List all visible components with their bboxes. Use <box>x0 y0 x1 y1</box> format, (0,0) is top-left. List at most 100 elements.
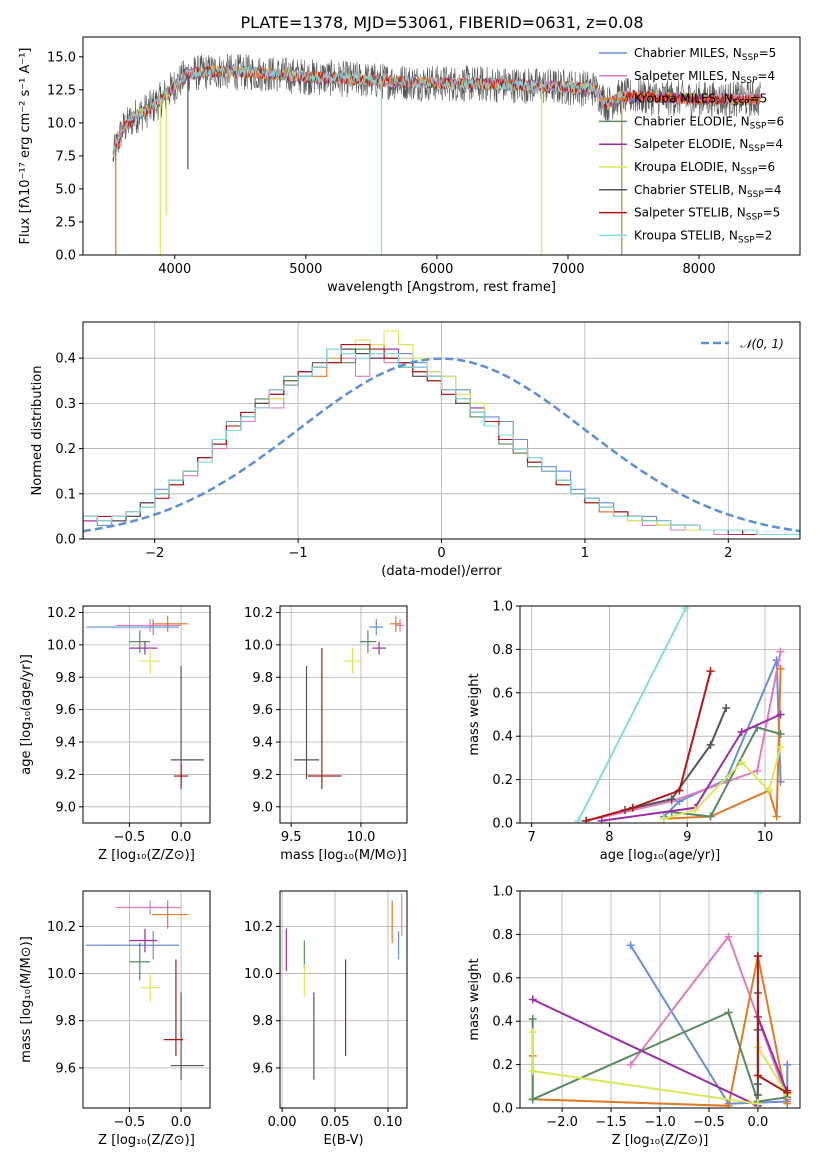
weight-marker <box>753 1080 762 1089</box>
plot-area <box>86 615 204 789</box>
y-tick-label: 0.0 <box>492 1102 513 1117</box>
weight-marker <box>706 740 715 749</box>
weight-marker <box>783 1060 792 1069</box>
y-tick-label: 9.8 <box>252 671 273 686</box>
legend-label-tail: =2 <box>755 228 773 242</box>
legend-label-tail: =6 <box>766 114 784 128</box>
legend-label-name: Salpeter STELIB, N <box>634 206 746 220</box>
x-tick-label: −1 <box>289 546 308 561</box>
y-tick-label: 0.4 <box>55 352 76 367</box>
x-axis-label: Z [log₁₀(Z/Z⊙)] <box>612 1133 709 1148</box>
weight-marker <box>528 1015 537 1024</box>
legend-label-sub: SSP <box>741 76 758 86</box>
y-axis-label: mass weight <box>467 958 482 1040</box>
y-tick-label: 2.5 <box>55 215 76 230</box>
legend-label: Salpeter MILES, NSSP=4 <box>634 69 775 86</box>
y-tick-label: 15.0 <box>47 50 76 65</box>
plot-area <box>293 615 405 789</box>
plot-area <box>574 606 785 823</box>
x-tick-label: 2 <box>724 546 732 561</box>
weight-marker <box>528 1095 537 1104</box>
weight-line-salpeter-stelib <box>585 670 712 822</box>
x-tick-label: 10 <box>757 830 774 845</box>
weight-marker <box>597 816 606 823</box>
weight-marker <box>574 816 583 823</box>
weight-marker <box>706 667 715 676</box>
legend-label: Salpeter STELIB, NSSP=5 <box>634 206 780 223</box>
legend-label-name: Salpeter ELODIE, N <box>634 137 748 151</box>
x-tick-label: 0.0 <box>171 1115 192 1130</box>
y-axis-label: Flux [fλ10⁻¹⁷ erg cm⁻² s⁻¹ A⁻¹] <box>18 48 33 245</box>
legend-label: Kroupa ELODIE, NSSP=6 <box>634 160 775 177</box>
legend-label-tail: =6 <box>757 160 775 174</box>
axes-frame <box>82 605 211 824</box>
y-tick-label: 1.0 <box>492 600 513 615</box>
x-tick-label: 7000 <box>551 262 584 277</box>
y-tick-label: 10.2 <box>244 606 273 621</box>
weight-marker <box>667 795 676 804</box>
weight-marker <box>706 812 715 821</box>
weight-marker <box>691 805 699 814</box>
x-tick-label: 8 <box>605 830 613 845</box>
weight-marker <box>626 941 635 950</box>
y-tick-label: 0.0 <box>55 533 76 548</box>
axes-frame <box>519 605 801 824</box>
legend-label-sub: SSP <box>746 213 763 223</box>
y-axis-label: age [log₁₀(age/yr)] <box>19 654 34 775</box>
y-tick-label: 0.8 <box>492 643 513 658</box>
weight-marker <box>776 647 785 656</box>
chart-age-vs-Z: −0.5 0.0 9.0 9.2 9.4 9.6 9.8 10.0 10.2 Z [log₁₀(Z… <box>19 605 211 863</box>
weight-line-kroupa-stelib <box>577 607 687 822</box>
y-tick-label: 0.2 <box>55 442 76 457</box>
x-tick-label: 5000 <box>289 262 322 277</box>
plot-area <box>285 893 403 1080</box>
weight-marker <box>737 758 746 767</box>
x-tick-label: −2 <box>145 546 164 561</box>
x-axis-label: mass [log₁₀(M/M⊙)] <box>280 848 407 863</box>
weight-marker <box>753 952 762 961</box>
gaussian-curve <box>83 357 800 533</box>
x-axis-label: E(B-V) <box>323 1133 363 1148</box>
y-tick-label: 5.0 <box>55 182 76 197</box>
weight-marker <box>722 703 731 712</box>
chart-residuals: −2 −1 0 1 2 0.0 0.1 0.2 0.3 0.4 (data-model)/error… <box>30 321 801 579</box>
x-tick-label: 9 <box>683 830 691 845</box>
legend-label: Chabrier STELIB, NSSP=4 <box>634 183 782 200</box>
weight-marker <box>776 743 785 752</box>
x-tick-label: 4000 <box>158 262 191 277</box>
y-tick-label: 10.0 <box>244 967 273 982</box>
y-axis-label: mass [log₁₀(M/M⊙)] <box>19 936 34 1063</box>
weight-marker <box>675 786 684 795</box>
weight-marker <box>626 1060 635 1069</box>
x-tick-label: 8000 <box>683 262 716 277</box>
y-tick-label: 7.5 <box>55 149 76 164</box>
spectrum-line-kroupa-stelib <box>112 65 628 157</box>
legend-label-sub: SSP <box>741 167 758 177</box>
legend-label: Salpeter ELODIE, NSSP=4 <box>634 137 783 154</box>
y-tick-label: 0.2 <box>492 1058 513 1073</box>
weight-marker <box>783 1086 792 1095</box>
y-axis-label: Normed distribution <box>30 366 45 496</box>
weight-marker <box>753 1071 762 1080</box>
weight-marker <box>753 891 762 898</box>
y-tick-label: 10.0 <box>47 967 76 982</box>
weight-line-salpeter-miles <box>585 651 782 822</box>
legend-label-name: Salpeter MILES, N <box>634 69 741 83</box>
x-axis-label: age [log₁₀(age/yr)] <box>600 848 721 863</box>
legend-label-name: Kroupa STELIB, N <box>634 228 738 242</box>
y-tick-label: 9.2 <box>252 768 273 783</box>
y-tick-label: 0.0 <box>492 817 513 832</box>
legend-label-tail: =5 <box>750 92 768 106</box>
x-tick-label: 9.5 <box>281 830 302 845</box>
legend-label-name: Kroupa MILES, N <box>634 92 733 106</box>
weight-marker <box>764 786 773 795</box>
weight-marker <box>776 730 785 739</box>
x-axis-label: Z [log₁₀(Z/Z⊙)] <box>98 1133 195 1148</box>
weight-marker <box>724 932 733 941</box>
legend-label: 𝒩(0, 1) <box>740 337 784 351</box>
legend-label-name: Chabrier STELIB, N <box>634 183 747 197</box>
y-tick-label: 0.6 <box>492 971 513 986</box>
x-tick-label: 7 <box>528 830 536 845</box>
chart-spectrum: 4000 5000 6000 7000 8000 0.0 2.5 5.0 7.5 10.0 12.5… <box>18 36 801 295</box>
